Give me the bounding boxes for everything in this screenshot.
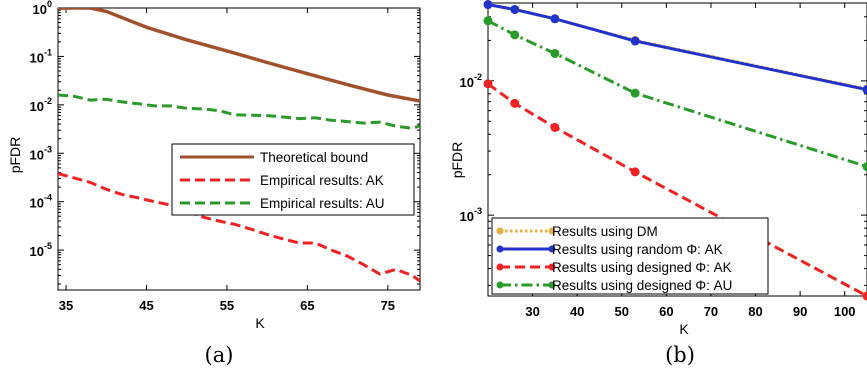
plot-frame bbox=[487, 2, 867, 297]
legend-label: Results using random Φ: AK bbox=[552, 242, 723, 257]
y-tick-label: 100 bbox=[33, 0, 52, 17]
legend-marker bbox=[548, 263, 556, 271]
x-tick-label: 40 bbox=[570, 304, 584, 319]
data-point bbox=[862, 85, 867, 95]
data-point bbox=[483, 0, 493, 10]
x-tick-label: 60 bbox=[659, 304, 673, 319]
data-point bbox=[862, 162, 867, 172]
y-tick-exponent: -2 bbox=[474, 72, 482, 82]
panel-caption: (b) bbox=[665, 343, 695, 367]
x-axis-label: K bbox=[255, 315, 265, 331]
x-tick-label: 75 bbox=[381, 298, 395, 313]
x-tick-label: 35 bbox=[59, 298, 73, 313]
x-tick-label: 65 bbox=[300, 298, 314, 313]
y-tick-exponent: -5 bbox=[44, 241, 52, 251]
x-axis-label: K bbox=[679, 321, 689, 337]
series-line bbox=[58, 8, 420, 103]
legend: Theoretical bound Empirical results: AK Em… bbox=[171, 143, 415, 216]
chart-panel-a: 35 45 55 65 7510010-110-210-310-410-5KpFDR(a… bbox=[7, 0, 421, 367]
series-line bbox=[58, 93, 420, 130]
y-tick-label: 10-5 bbox=[30, 241, 52, 259]
y-tick-label: 10-4 bbox=[30, 193, 52, 211]
legend-label: Theoretical bound bbox=[260, 150, 368, 165]
x-tick-label: 50 bbox=[615, 304, 629, 319]
series-line bbox=[488, 19, 867, 169]
chart-panel-b: 30 40 50 60 70 80 90 10010-210-3KpFDR(b)Results… bbox=[449, 0, 867, 367]
x-tick-label: 30 bbox=[525, 304, 539, 319]
y-tick-label: 10-1 bbox=[30, 47, 52, 65]
y-tick-base: 10 bbox=[460, 209, 474, 224]
y-tick-label: 10-3 bbox=[30, 144, 52, 162]
data-point bbox=[862, 291, 867, 301]
data-point bbox=[510, 98, 520, 108]
data-point bbox=[483, 79, 493, 89]
y-axis-label: pFDR bbox=[449, 142, 465, 179]
legend-marker bbox=[496, 281, 504, 289]
y-tick-label: 10-3 bbox=[460, 206, 482, 224]
y-tick-exponent: -3 bbox=[44, 144, 52, 154]
legend-marker bbox=[548, 245, 556, 253]
data-point bbox=[550, 122, 560, 132]
y-tick-label: 10-2 bbox=[30, 96, 52, 114]
x-tick-label: 70 bbox=[704, 304, 718, 319]
x-tick-label: 55 bbox=[220, 298, 234, 313]
data-point bbox=[510, 30, 520, 40]
legend-marker bbox=[548, 227, 556, 235]
legend-marker bbox=[548, 281, 556, 289]
y-tick-base: 10 bbox=[30, 99, 44, 114]
data-point bbox=[630, 167, 640, 177]
y-tick-exponent: -4 bbox=[44, 193, 52, 203]
legend-marker bbox=[496, 263, 504, 271]
legend-marker bbox=[496, 245, 504, 253]
series-group bbox=[58, 8, 420, 283]
legend-label: Empirical results: AK bbox=[260, 173, 384, 188]
x-tick-label: 45 bbox=[139, 298, 153, 313]
y-tick-exponent: 0 bbox=[47, 0, 52, 9]
y-tick-base: 10 bbox=[460, 75, 474, 90]
y-tick-base: 10 bbox=[30, 196, 44, 211]
data-point bbox=[510, 4, 520, 14]
x-tick-label: 80 bbox=[748, 304, 762, 319]
y-tick-base: 10 bbox=[33, 2, 47, 17]
panel-caption: (a) bbox=[205, 343, 234, 367]
x-tick-label: 90 bbox=[793, 304, 807, 319]
legend-label: Results using designed Φ: AU bbox=[552, 278, 732, 293]
y-tick-exponent: -1 bbox=[44, 47, 52, 57]
legend: Results using DM Results using random Φ: … bbox=[491, 217, 769, 295]
series-line bbox=[488, 3, 867, 92]
y-tick-label: 10-2 bbox=[460, 72, 482, 90]
legend-marker bbox=[496, 227, 504, 235]
y-axis-label: pFDR bbox=[7, 137, 23, 174]
y-tick-exponent: -2 bbox=[44, 96, 52, 106]
plot-frame bbox=[57, 7, 421, 291]
legend-label: Results using DM bbox=[552, 224, 658, 239]
data-point bbox=[630, 88, 640, 98]
legend-label: Empirical results: AU bbox=[260, 196, 385, 211]
data-point bbox=[550, 48, 560, 58]
legend-label: Results using designed Φ: AK bbox=[552, 260, 732, 275]
data-point bbox=[550, 14, 560, 24]
y-tick-base: 10 bbox=[30, 50, 44, 65]
y-tick-base: 10 bbox=[30, 244, 44, 259]
y-tick-exponent: -3 bbox=[474, 206, 482, 216]
y-tick-base: 10 bbox=[30, 147, 44, 162]
series-line bbox=[58, 172, 420, 283]
data-point bbox=[483, 16, 493, 26]
x-tick-label: 100 bbox=[834, 304, 856, 319]
data-point bbox=[630, 36, 640, 46]
legend-box bbox=[491, 217, 769, 295]
